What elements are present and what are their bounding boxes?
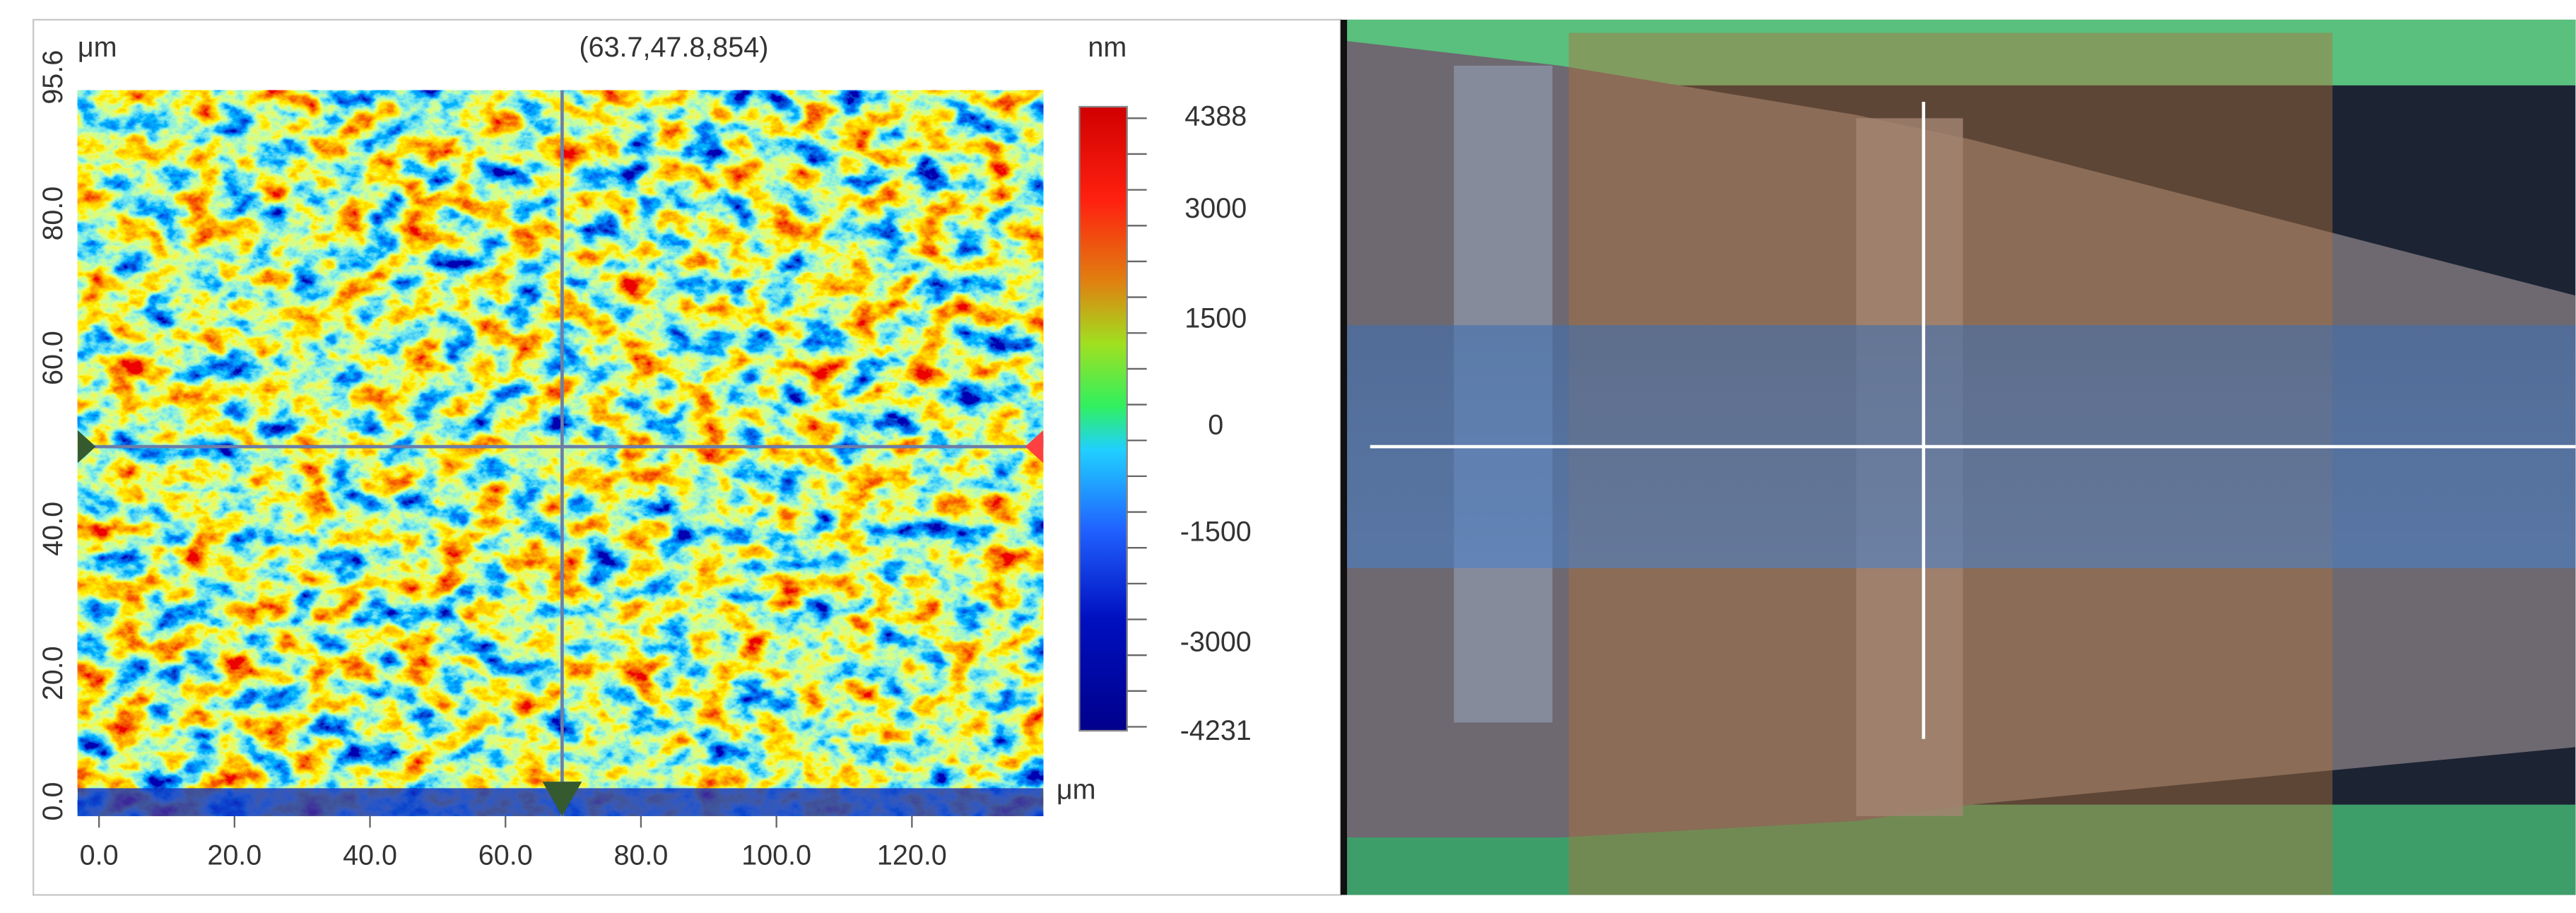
colorbar-label: 1500 [1184, 303, 1247, 334]
y-tick-label: 0.0 [37, 782, 69, 821]
x-tick-label: 120.0 [877, 840, 947, 871]
y-tick-label: 20.0 [37, 646, 69, 700]
x-tick-label: 0.0 [80, 840, 119, 871]
x-tick-label: 20.0 [207, 840, 261, 871]
x-tick-label: 40.0 [343, 840, 397, 871]
colorbar-label: -1500 [1180, 517, 1252, 548]
cursor-readout: (63.7,47.8,854) [579, 32, 768, 63]
colorbar-label: -4231 [1180, 715, 1252, 746]
camera-panel [1340, 19, 2576, 895]
colorbar [1078, 105, 1128, 732]
x-tick-label: 60.0 [478, 840, 533, 871]
y-tick-label: 80.0 [37, 187, 69, 241]
x-tick-label: 100.0 [741, 840, 811, 871]
profile-panel: μm (63.7,47.8,854) nm μm 95.6 80.0 60.0 40.… [33, 18, 1342, 896]
y-unit: μm [78, 32, 117, 63]
y-tick-label: 40.0 [37, 502, 69, 556]
x-tick-label: 80.0 [614, 840, 669, 871]
colorbar-label: -3000 [1180, 626, 1252, 657]
colorbar-label: 0 [1208, 410, 1223, 441]
y-tick-label: 95.6 [37, 50, 69, 105]
colorbar-label: 3000 [1184, 193, 1247, 224]
cursor-marker [542, 782, 582, 816]
cursor-marker [77, 430, 96, 464]
colorbar-label: 4388 [1184, 101, 1247, 132]
z-unit: nm [1088, 32, 1127, 63]
y-tick-label: 60.0 [37, 331, 69, 385]
divider [1340, 19, 1348, 895]
x-unit: μm [1057, 774, 1096, 805]
cursor-marker [1025, 430, 1044, 464]
